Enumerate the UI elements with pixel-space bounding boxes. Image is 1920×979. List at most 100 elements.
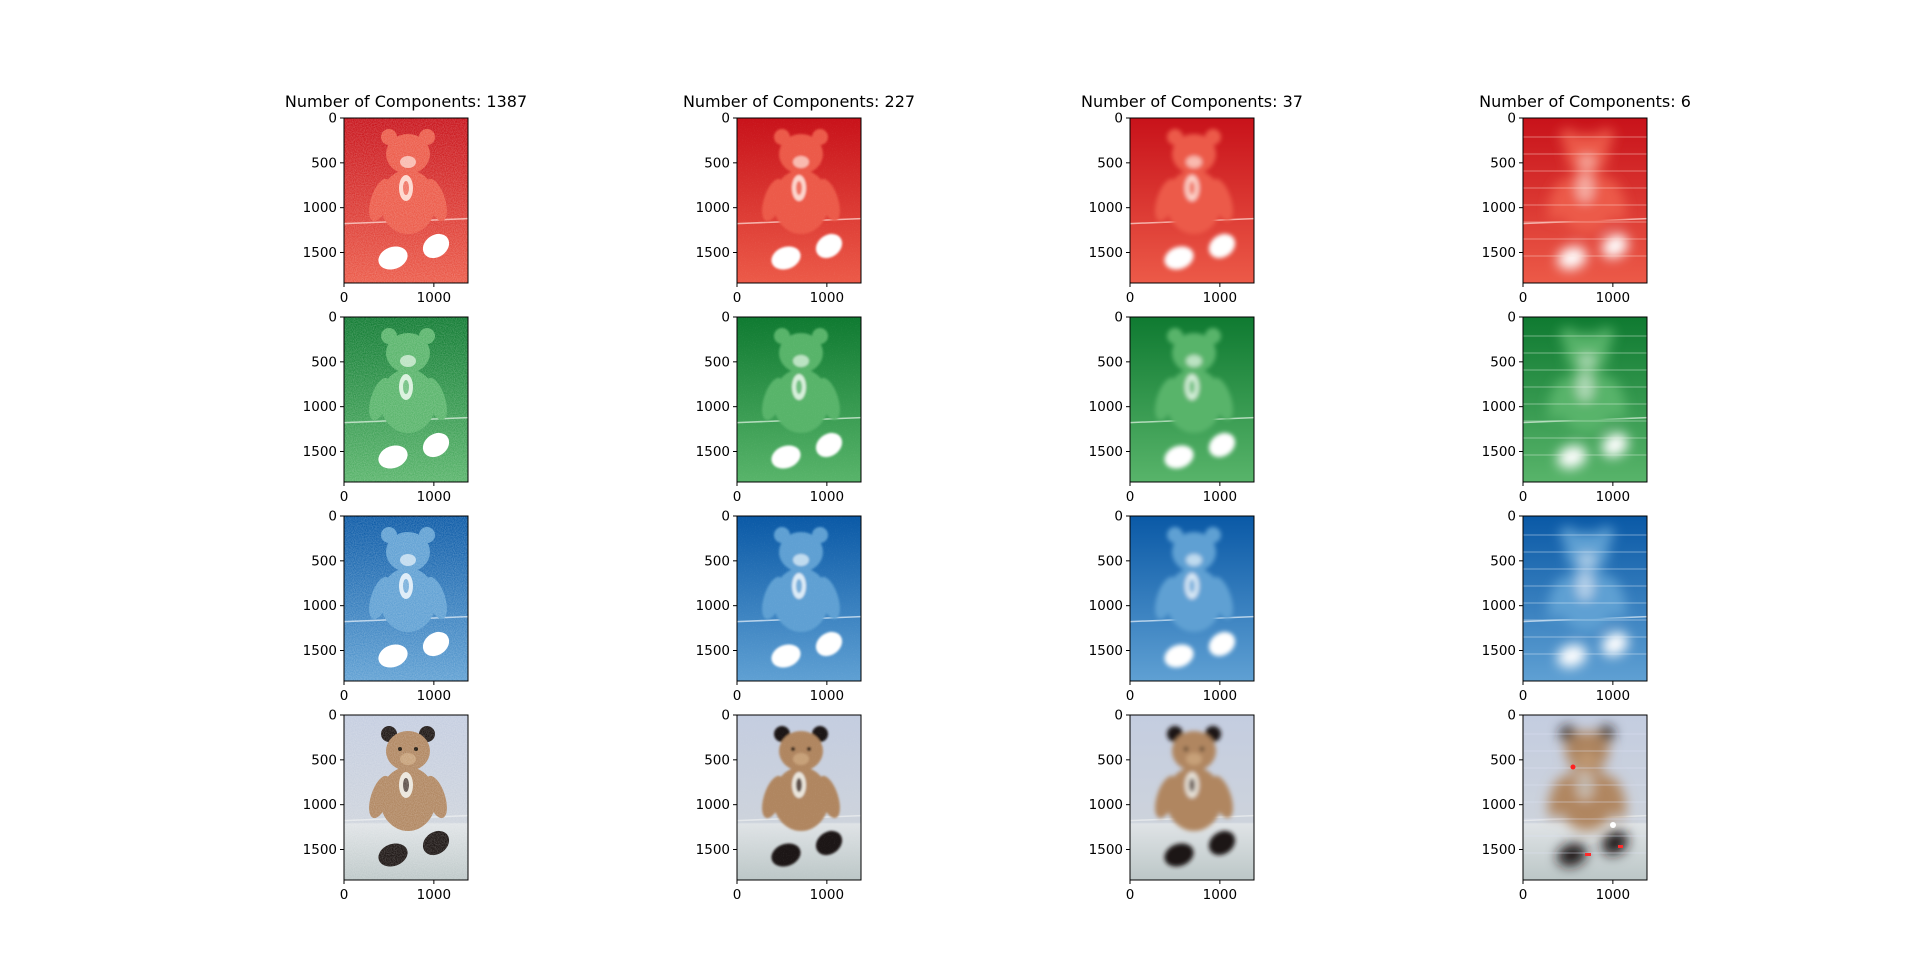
x-tick-label: 1000 <box>417 887 451 903</box>
image-panel: 0 500 1000 1500 0 1000 <box>303 310 469 505</box>
y-tick-label: 1000 <box>1482 200 1516 216</box>
x-tick-label: 1000 <box>1203 290 1237 306</box>
y-tick-label: 1500 <box>696 842 730 858</box>
y-tick-label: 1000 <box>1089 200 1123 216</box>
x-tick-label: 0 <box>1126 688 1135 704</box>
y-tick-label: 500 <box>1490 155 1516 171</box>
x-tick-label: 0 <box>340 290 349 306</box>
axes-frame <box>1522 714 1648 881</box>
y-tick-label: 500 <box>311 752 337 768</box>
y-tick-label: 0 <box>328 310 337 326</box>
axes-frame <box>343 117 469 284</box>
y-tick-label: 0 <box>328 111 337 127</box>
axes-frame <box>343 714 469 881</box>
y-tick-label: 0 <box>1507 708 1516 724</box>
y-tick-label: 1000 <box>696 598 730 614</box>
axes-frame <box>1522 515 1648 682</box>
image-panel: 0 500 1000 1500 0 1000 <box>303 509 469 704</box>
x-tick-label: 1000 <box>810 290 844 306</box>
y-tick-label: 500 <box>704 354 730 370</box>
x-tick-label: 1000 <box>1203 887 1237 903</box>
y-tick-label: 1000 <box>696 399 730 415</box>
y-tick-label: 500 <box>311 155 337 171</box>
axes-frame <box>736 515 862 682</box>
y-tick-label: 500 <box>1097 752 1123 768</box>
y-tick-label: 1000 <box>1089 598 1123 614</box>
y-tick-label: 0 <box>1507 509 1516 525</box>
y-tick-label: 0 <box>328 509 337 525</box>
y-tick-label: 1000 <box>303 399 337 415</box>
x-tick-label: 0 <box>340 887 349 903</box>
image-panel: 0 500 1000 1500 0 1000 Number of Components: 6 <box>1479 92 1691 306</box>
x-tick-label: 1000 <box>810 489 844 505</box>
column-title: Number of Components: 227 <box>683 92 915 111</box>
y-tick-label: 1000 <box>1089 399 1123 415</box>
image-panel: 0 500 1000 1500 0 1000 <box>696 509 862 704</box>
y-tick-label: 0 <box>1114 509 1123 525</box>
y-tick-label: 1500 <box>696 245 730 261</box>
y-tick-label: 1500 <box>303 842 337 858</box>
x-tick-label: 0 <box>1519 290 1528 306</box>
x-tick-label: 0 <box>1126 887 1135 903</box>
x-tick-label: 0 <box>1126 489 1135 505</box>
x-tick-label: 1000 <box>1203 489 1237 505</box>
y-tick-label: 1500 <box>1482 444 1516 460</box>
y-tick-label: 0 <box>1507 111 1516 127</box>
y-tick-label: 500 <box>311 354 337 370</box>
x-tick-label: 1000 <box>810 887 844 903</box>
image-panel: 0 500 1000 1500 0 1000 <box>1089 708 1255 903</box>
y-tick-label: 1000 <box>696 797 730 813</box>
y-tick-label: 500 <box>1490 553 1516 569</box>
y-tick-label: 1000 <box>1482 598 1516 614</box>
image-panel: 0 500 1000 1500 0 1000 Number of Components: 2… <box>683 92 915 306</box>
y-tick-label: 0 <box>721 509 730 525</box>
y-tick-label: 1500 <box>303 643 337 659</box>
x-tick-label: 0 <box>733 887 742 903</box>
y-tick-label: 500 <box>1490 354 1516 370</box>
y-tick-label: 1500 <box>1482 842 1516 858</box>
y-tick-label: 500 <box>704 553 730 569</box>
y-tick-label: 1500 <box>1089 643 1123 659</box>
y-tick-label: 0 <box>1114 708 1123 724</box>
y-tick-label: 1000 <box>303 598 337 614</box>
y-tick-label: 1500 <box>303 444 337 460</box>
x-tick-label: 0 <box>733 688 742 704</box>
x-tick-label: 1000 <box>417 489 451 505</box>
y-tick-label: 500 <box>1490 752 1516 768</box>
y-tick-label: 1500 <box>1089 444 1123 460</box>
image-panel: 0 500 1000 1500 0 1000 <box>303 708 469 903</box>
column-title: Number of Components: 37 <box>1081 92 1303 111</box>
y-tick-label: 1500 <box>1482 245 1516 261</box>
y-tick-label: 1000 <box>303 797 337 813</box>
x-tick-label: 0 <box>1519 887 1528 903</box>
axes-frame <box>1129 117 1255 284</box>
image-panel: 0 500 1000 1500 0 1000 Number of Components: 3… <box>1081 92 1303 306</box>
x-tick-label: 0 <box>733 489 742 505</box>
y-tick-label: 1000 <box>303 200 337 216</box>
x-tick-label: 0 <box>340 688 349 704</box>
y-tick-label: 0 <box>721 111 730 127</box>
x-tick-label: 1000 <box>417 688 451 704</box>
column-title: Number of Components: 1387 <box>285 92 527 111</box>
y-tick-label: 0 <box>721 708 730 724</box>
x-tick-label: 0 <box>733 290 742 306</box>
x-tick-label: 1000 <box>1596 489 1630 505</box>
image-panel: 0 500 1000 1500 0 1000 <box>696 310 862 505</box>
axes-frame <box>1522 316 1648 483</box>
axes-frame <box>736 316 862 483</box>
axes-frame <box>343 515 469 682</box>
x-tick-label: 1000 <box>810 688 844 704</box>
axes-frame <box>1522 117 1648 284</box>
image-panel: 0 500 1000 1500 0 1000 <box>696 708 862 903</box>
y-tick-label: 0 <box>1507 310 1516 326</box>
y-tick-label: 1000 <box>1482 399 1516 415</box>
x-tick-label: 1000 <box>1596 688 1630 704</box>
axes-frame <box>1129 714 1255 881</box>
x-tick-label: 1000 <box>1203 688 1237 704</box>
column-title: Number of Components: 6 <box>1479 92 1691 111</box>
y-tick-label: 1000 <box>696 200 730 216</box>
image-panel: 0 500 1000 1500 0 1000 <box>1482 509 1648 704</box>
y-tick-label: 500 <box>704 752 730 768</box>
x-tick-label: 0 <box>1519 688 1528 704</box>
y-tick-label: 500 <box>1097 553 1123 569</box>
